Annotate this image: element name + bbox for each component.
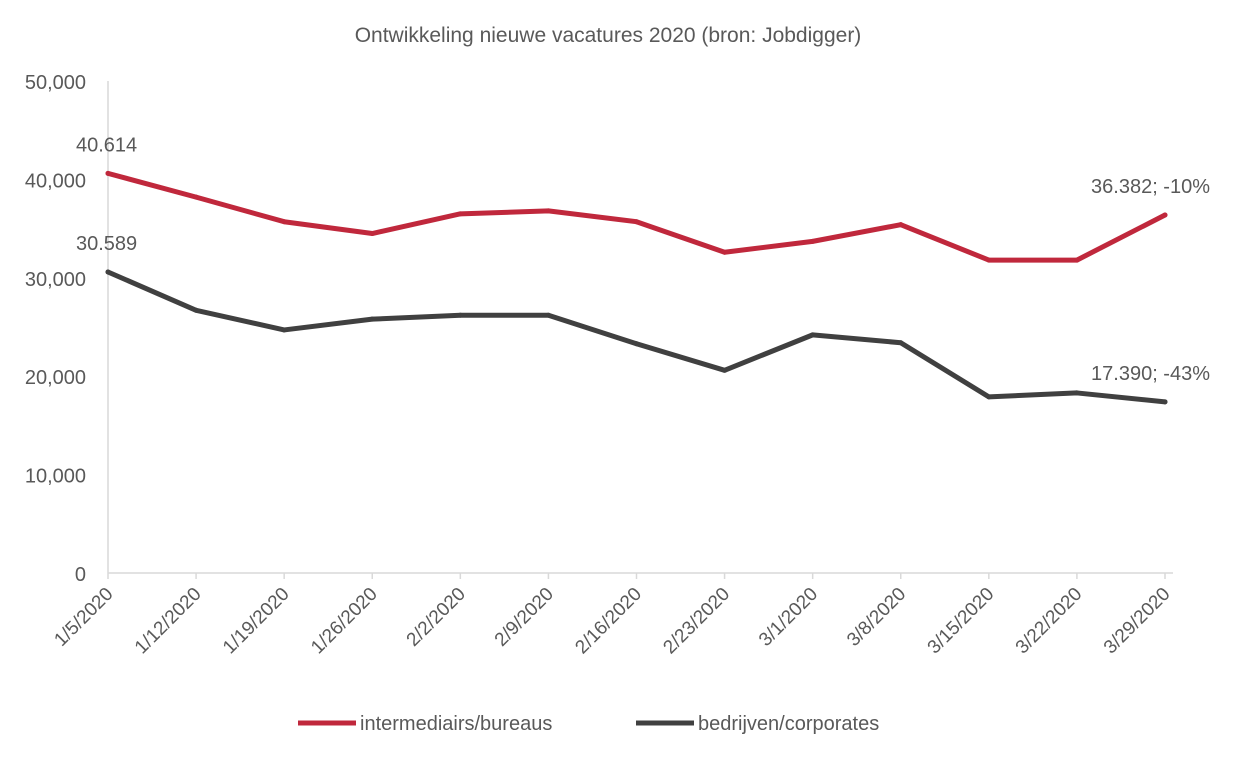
chart-title: Ontwikkeling nieuwe vacatures 2020 (bron… [355,24,862,47]
data-point [545,312,551,318]
x-tick-label: 1/26/2020 [307,584,382,659]
series-line-corporates [105,269,1168,405]
data-point [722,367,728,373]
data-point [545,208,551,214]
data-point [986,257,992,263]
data-point [193,307,199,313]
y-tick-label: 40,000 [25,170,86,192]
data-point [369,231,375,237]
legend: intermediairs/bureaus bedrijven/corporate… [298,713,879,735]
x-tick-label: 3/29/2020 [1100,584,1175,659]
x-tick-label: 1/12/2020 [131,584,206,659]
data-point [810,238,816,244]
series-lines [105,170,1168,405]
data-point [1162,212,1168,218]
data-point [457,211,463,217]
x-tick-label: 3/1/2020 [755,584,822,651]
data-point [281,219,287,225]
x-tick-label: 2/9/2020 [491,584,558,651]
x-tick-label: 2/2/2020 [403,584,470,651]
data-point [898,222,904,228]
data-label: 30.589 [76,233,137,255]
x-axis: 1/5/2020 1/12/2020 1/19/2020 1/26/2020 2/2/2… [50,572,1175,659]
legend-label: bedrijven/corporates [698,713,879,735]
annotations: 40.614 30.589 36.382; -10% 17.390; -43% [76,134,1210,385]
data-point [369,316,375,322]
data-label: 40.614 [76,134,137,156]
data-point [457,312,463,318]
x-tick-label: 2/23/2020 [659,584,734,659]
data-label: 36.382; -10% [1091,176,1210,198]
y-tick-label: 20,000 [25,367,86,389]
y-axis: 0 10,000 20,000 30,000 40,000 50,000 [25,72,109,586]
data-point [1074,257,1080,263]
data-point [722,249,728,255]
x-tick-label: 3/8/2020 [843,584,910,651]
series-line-intermediairs [105,170,1168,263]
data-point [986,394,992,400]
x-tick-label: 1/5/2020 [50,584,117,651]
data-point [1074,390,1080,396]
data-point [281,327,287,333]
data-point [193,194,199,200]
data-point [634,341,639,347]
data-point [1162,399,1168,405]
legend-label: intermediairs/bureaus [360,713,552,735]
x-tick-label: 2/16/2020 [571,584,646,659]
y-tick-label: 50,000 [25,72,86,94]
y-tick-label: 10,000 [25,466,86,488]
data-point [105,170,111,176]
data-point [898,340,904,346]
data-point [105,269,111,275]
data-point [634,219,639,225]
y-tick-label: 30,000 [25,269,86,291]
data-label: 17.390; -43% [1091,363,1210,385]
y-tick-label: 0 [75,564,86,586]
data-point [810,332,816,338]
x-tick-label: 1/19/2020 [219,584,294,659]
x-tick-label: 3/15/2020 [924,584,999,659]
x-tick-label: 3/22/2020 [1012,584,1087,659]
